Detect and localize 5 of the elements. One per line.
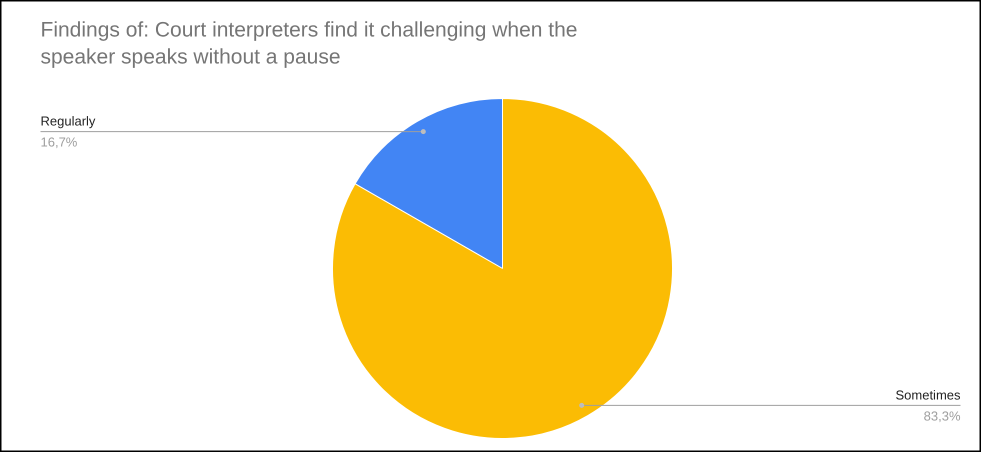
data-label: 83,3% [924, 408, 961, 424]
slice-label: Sometimes [895, 387, 961, 402]
chart-title: Findings of: Court interpreters find it challenging when the speaker speaks without a pause [40, 18, 578, 68]
slice-label: Regularly [40, 114, 96, 129]
data-label: 16,7% [40, 134, 78, 150]
